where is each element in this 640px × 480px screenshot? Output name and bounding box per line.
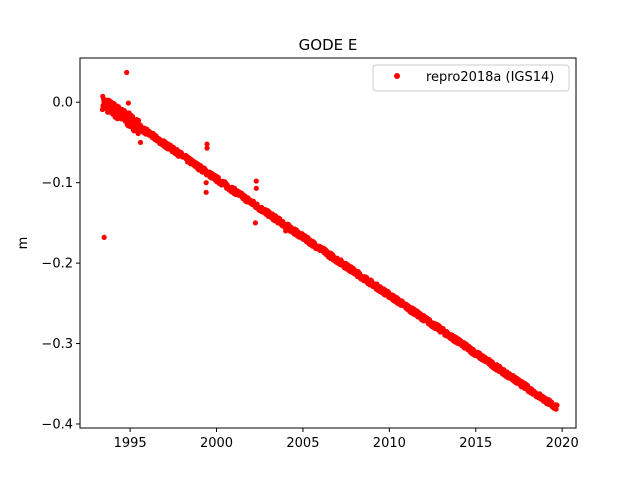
chart-title: GODE E: [299, 36, 358, 54]
x-tick-label: 2005: [286, 436, 319, 451]
x-axis: 1995 2000 2005 2010 2015 2020: [114, 428, 579, 451]
x-tick-label: 2000: [200, 436, 233, 451]
y-axis: 0.0 −0.1 −0.2 −0.3 −0.4: [41, 96, 80, 432]
x-tick-label: 2020: [546, 436, 579, 451]
data-point: [135, 117, 142, 124]
y-axis-label: m: [16, 237, 31, 250]
data-point: [283, 228, 289, 234]
data-point: [125, 100, 131, 106]
legend-marker: [394, 73, 400, 79]
legend: repro2018a (IGS14): [372, 64, 570, 92]
data-point: [554, 402, 560, 408]
data-point: [203, 189, 209, 195]
x-tick-label: 1995: [114, 436, 147, 451]
y-tick-label: 0.0: [52, 96, 73, 111]
x-tick-label: 2015: [459, 436, 492, 451]
data-point: [101, 234, 107, 240]
data-points: [99, 69, 560, 412]
y-tick-label: −0.3: [41, 337, 73, 352]
x-tick-label: 2010: [373, 436, 406, 451]
y-tick-label: −0.1: [41, 176, 73, 191]
data-point: [253, 185, 259, 191]
data-point: [253, 178, 259, 184]
data-point: [124, 69, 130, 76]
y-tick-label: −0.2: [41, 257, 73, 272]
data-point: [252, 220, 259, 226]
legend-box: [372, 64, 570, 92]
y-tick-label: −0.4: [41, 417, 73, 432]
data-point: [204, 145, 210, 151]
legend-label: repro2018a (IGS14): [426, 70, 554, 85]
data-point: [203, 180, 209, 186]
data-point: [204, 141, 210, 147]
plot-frame: [79, 57, 577, 429]
data-point: [137, 139, 144, 146]
